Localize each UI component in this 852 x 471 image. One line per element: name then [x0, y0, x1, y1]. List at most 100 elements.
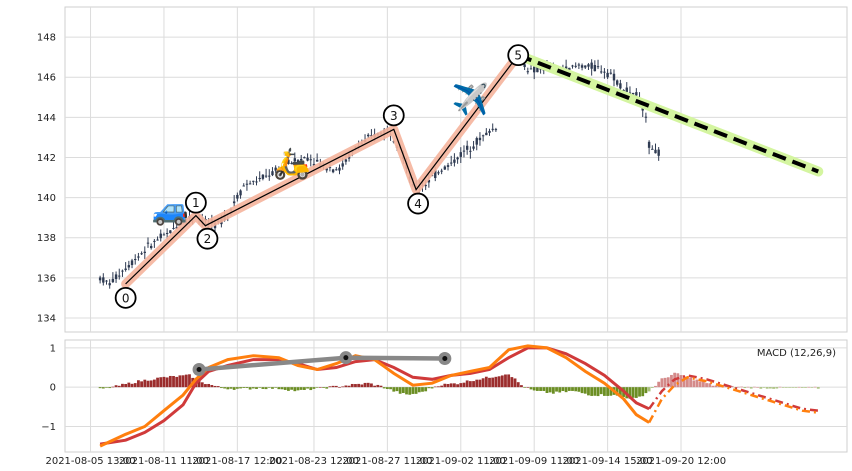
candle-body: [245, 183, 249, 185]
histogram-bar: [583, 387, 587, 394]
histogram-bar: [200, 382, 204, 388]
histogram-bar: [523, 387, 527, 388]
candle-body: [137, 256, 140, 258]
scooter-icon: 🛵: [273, 146, 310, 181]
candle-body: [178, 223, 182, 225]
histogram-bar: [382, 387, 386, 389]
wave-label-circle: [196, 227, 219, 250]
candle-body: [111, 278, 115, 283]
candle-body: [162, 234, 166, 236]
candle-body: [628, 92, 632, 94]
price-y-axis: 134 136 138 140 142 144 146 148: [37, 33, 56, 325]
candle-body: [469, 150, 472, 152]
histogram-bar: [695, 379, 699, 388]
histogram-bar: [465, 380, 469, 388]
histogram-bar: [497, 376, 501, 388]
histogram-bar: [302, 387, 306, 390]
candle-body: [612, 73, 616, 81]
candle-body: [488, 130, 491, 133]
histogram-bar: [500, 375, 504, 388]
candle-body: [593, 65, 597, 72]
histogram-bar: [152, 379, 156, 388]
x-tick-label: 2021-08-17 12:00: [192, 456, 282, 467]
histogram-bar: [366, 382, 370, 388]
wave-label-circle: [382, 104, 405, 127]
candle-body: [577, 64, 581, 66]
candle-body: [625, 87, 628, 92]
histogram-bar: [443, 383, 447, 388]
wave-label: 4: [414, 197, 422, 211]
histogram-bar: [239, 387, 242, 389]
candle-body: [571, 65, 574, 67]
wave-label: 2: [204, 232, 212, 246]
histogram-bar: [322, 387, 325, 388]
candle-body: [331, 169, 335, 173]
candle-body: [443, 166, 447, 170]
macd-projection: [648, 375, 819, 424]
histogram-bar: [545, 387, 549, 393]
signal-line: [99, 346, 650, 446]
histogram-bar: [338, 387, 341, 388]
histogram-bar: [350, 383, 354, 388]
candle-body: [309, 159, 312, 161]
candle-body: [143, 251, 146, 253]
histogram-bar: [235, 387, 239, 389]
histogram-bar: [274, 387, 278, 388]
histogram-bar: [108, 387, 112, 389]
candle-body: [367, 134, 370, 137]
wave-label-circle: [407, 192, 430, 215]
histogram-bar: [510, 377, 514, 388]
histogram-bar: [325, 387, 329, 389]
histogram-bar: [293, 387, 297, 392]
histogram-bar: [251, 387, 255, 389]
price-y-tick-label: 142: [37, 153, 56, 164]
candle-body: [124, 268, 127, 270]
histogram-bar: [299, 387, 303, 390]
candle-body: [462, 150, 466, 152]
candle-body: [172, 227, 175, 229]
candle-body: [268, 175, 271, 177]
histogram-bar: [488, 377, 491, 388]
histogram-bar: [309, 387, 313, 391]
histogram-bar: [618, 387, 622, 397]
histogram-bar: [159, 377, 163, 388]
candle-body: [315, 159, 319, 162]
candle-body: [580, 65, 584, 68]
candle-body: [523, 64, 526, 68]
emoji-annotations: 🚙 🛵 ✈️: [152, 80, 489, 227]
candle-body: [568, 67, 571, 71]
histogram-bar: [414, 387, 418, 394]
macd-histogram: [98, 372, 820, 399]
histogram-bar: [711, 385, 715, 388]
histogram-bar: [105, 387, 108, 388]
histogram-bar: [271, 387, 274, 389]
histogram-bar: [373, 385, 377, 388]
candle-body: [647, 141, 651, 148]
histogram-bar: [670, 374, 673, 388]
candle-body: [252, 180, 255, 182]
histogram-bar: [232, 387, 236, 390]
histogram-bar: [701, 381, 705, 388]
candle-body: [284, 165, 287, 167]
histogram-bar: [555, 387, 558, 392]
histogram-bar: [561, 387, 565, 392]
histogram-bar: [264, 387, 268, 390]
x-tick-label: 2021-09-09 11:00: [489, 456, 579, 467]
histogram-bar: [650, 387, 654, 388]
candle-body: [526, 71, 530, 73]
histogram-bar: [121, 383, 124, 388]
histogram-bar: [188, 374, 191, 388]
price-y-tick-label: 148: [37, 33, 56, 44]
histogram-bar: [804, 387, 807, 388]
histogram-bar: [140, 381, 144, 388]
candle-body: [615, 80, 619, 85]
histogram-bar: [577, 387, 581, 392]
histogram-bar: [385, 387, 389, 390]
candle-body: [169, 230, 172, 234]
candle-body: [533, 66, 536, 73]
histogram-bar: [408, 387, 412, 395]
wave-pattern: [121, 50, 523, 289]
histogram-bar: [258, 387, 262, 388]
histogram-bar: [765, 387, 769, 389]
